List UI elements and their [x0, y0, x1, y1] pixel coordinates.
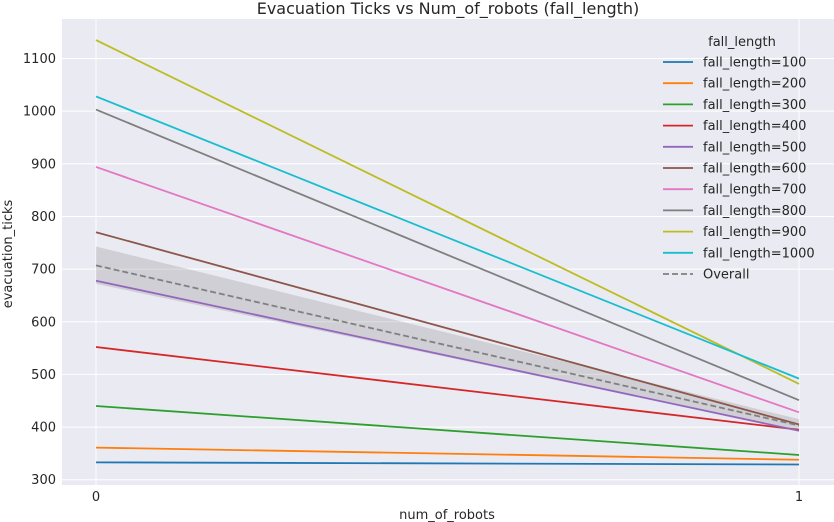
legend-entry: fall_length=1000	[703, 246, 815, 261]
legend-entry: fall_length=700	[703, 183, 806, 198]
y-tick-label: 1100	[23, 52, 56, 67]
series-line	[95, 446, 800, 461]
y-tick-labels: 300 400 500 600 700 800 900 1000 1100	[23, 52, 56, 488]
legend-entry: fall_length=500	[703, 140, 806, 155]
series-line	[95, 166, 800, 414]
y-tick-label: 400	[31, 421, 56, 436]
series-line	[95, 461, 800, 466]
series-line	[95, 108, 800, 402]
x-tick-label: 0	[92, 490, 100, 505]
series-line	[95, 405, 800, 456]
y-tick-label: 900	[31, 157, 56, 172]
y-tick-label: 300	[31, 473, 56, 488]
series-line	[95, 346, 800, 431]
y-tick-label: 1000	[23, 105, 56, 120]
grid	[62, 19, 834, 485]
series-lines	[95, 39, 800, 466]
series-line	[95, 39, 800, 385]
series-line	[95, 95, 800, 380]
y-axis-label: evacuation_ticks	[1, 199, 16, 308]
chart-title: Evacuation Ticks vs Num_of_robots (fall_…	[257, 0, 640, 19]
x-tick-label: 1	[795, 490, 803, 505]
legend-entry: fall_length=100	[703, 56, 806, 71]
legend-entry: fall_length=300	[703, 98, 806, 113]
y-tick-label: 700	[31, 263, 56, 278]
y-tick-label: 500	[31, 368, 56, 383]
series-line	[95, 231, 800, 426]
plot-background	[62, 19, 834, 485]
x-axis-label: num_of_robots	[399, 508, 495, 522]
legend-entry: fall_length=400	[703, 119, 806, 134]
legend-title: fall_length	[708, 35, 776, 50]
legend-entry: fall_length=800	[703, 204, 806, 219]
legend-entry: Overall	[703, 268, 749, 283]
y-tick-label: 600	[31, 315, 56, 330]
series-line	[95, 279, 800, 432]
legend-entry: fall_length=600	[703, 162, 806, 177]
legend-entry: fall_length=200	[703, 77, 806, 92]
series-line	[95, 264, 800, 427]
legend-entry: fall_length=900	[703, 225, 806, 240]
y-tick-label: 800	[31, 210, 56, 225]
legend: fall_length fall_length=100 fall_length=2…	[663, 35, 815, 283]
